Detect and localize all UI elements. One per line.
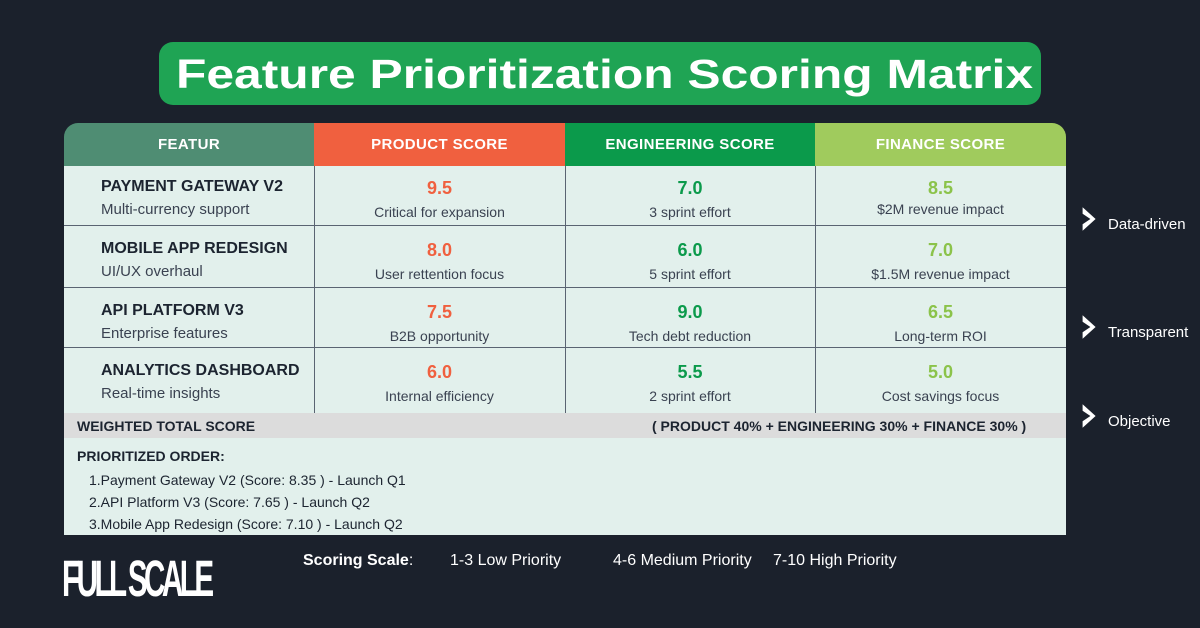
svg-text:FULL SCALE: FULL SCALE bbox=[62, 550, 214, 607]
svg-text:Feature Prioritization Scoring: Feature Prioritization Scoring Matrix bbox=[176, 51, 1033, 97]
